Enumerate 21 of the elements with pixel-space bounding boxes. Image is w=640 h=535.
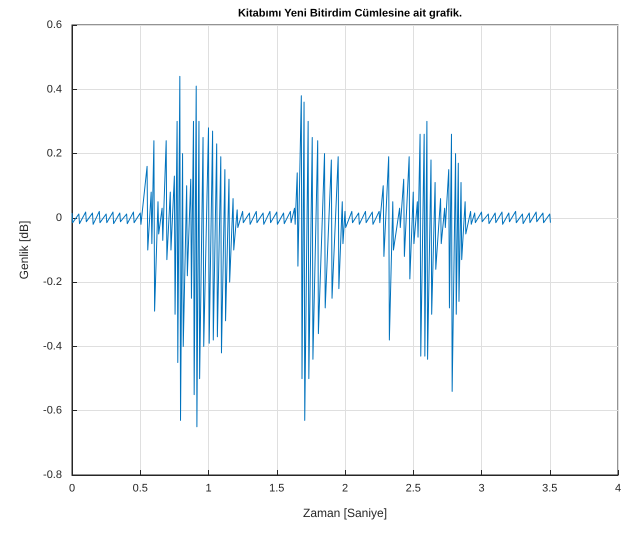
x-tick-label: 2.5: [406, 482, 421, 494]
y-tick-label: 0.4: [46, 83, 62, 96]
x-tick-label: 3.5: [542, 482, 558, 494]
y-tick-label: 0: [56, 212, 62, 224]
line-series: [72, 76, 551, 428]
y-tick-label: -0.6: [43, 404, 62, 417]
y-tick-label: -0.4: [43, 340, 62, 352]
y-tick-label: -0.2: [43, 276, 62, 288]
x-tick-label: 1: [205, 482, 212, 494]
x-tick-label: 4: [614, 482, 622, 494]
y-tick-label: -0.8: [43, 469, 62, 481]
x-tick-label: 3: [478, 482, 485, 494]
chart-title: Kitabımı Yeni Bitirdim Cümlesine ait grafik.: [238, 8, 462, 20]
x-tick-label: 1.5: [269, 482, 284, 494]
y-tick-label: 0.2: [46, 148, 62, 160]
y-tick-label: 0.6: [46, 19, 62, 31]
x-tick-label: 0: [68, 482, 76, 494]
y-axis-title: Genlik [dB]: [17, 220, 31, 280]
x-axis-title: Zaman [Saniye]: [302, 506, 388, 520]
x-tick-label: 0.5: [132, 482, 148, 494]
x-tick-label: 2: [342, 482, 348, 494]
